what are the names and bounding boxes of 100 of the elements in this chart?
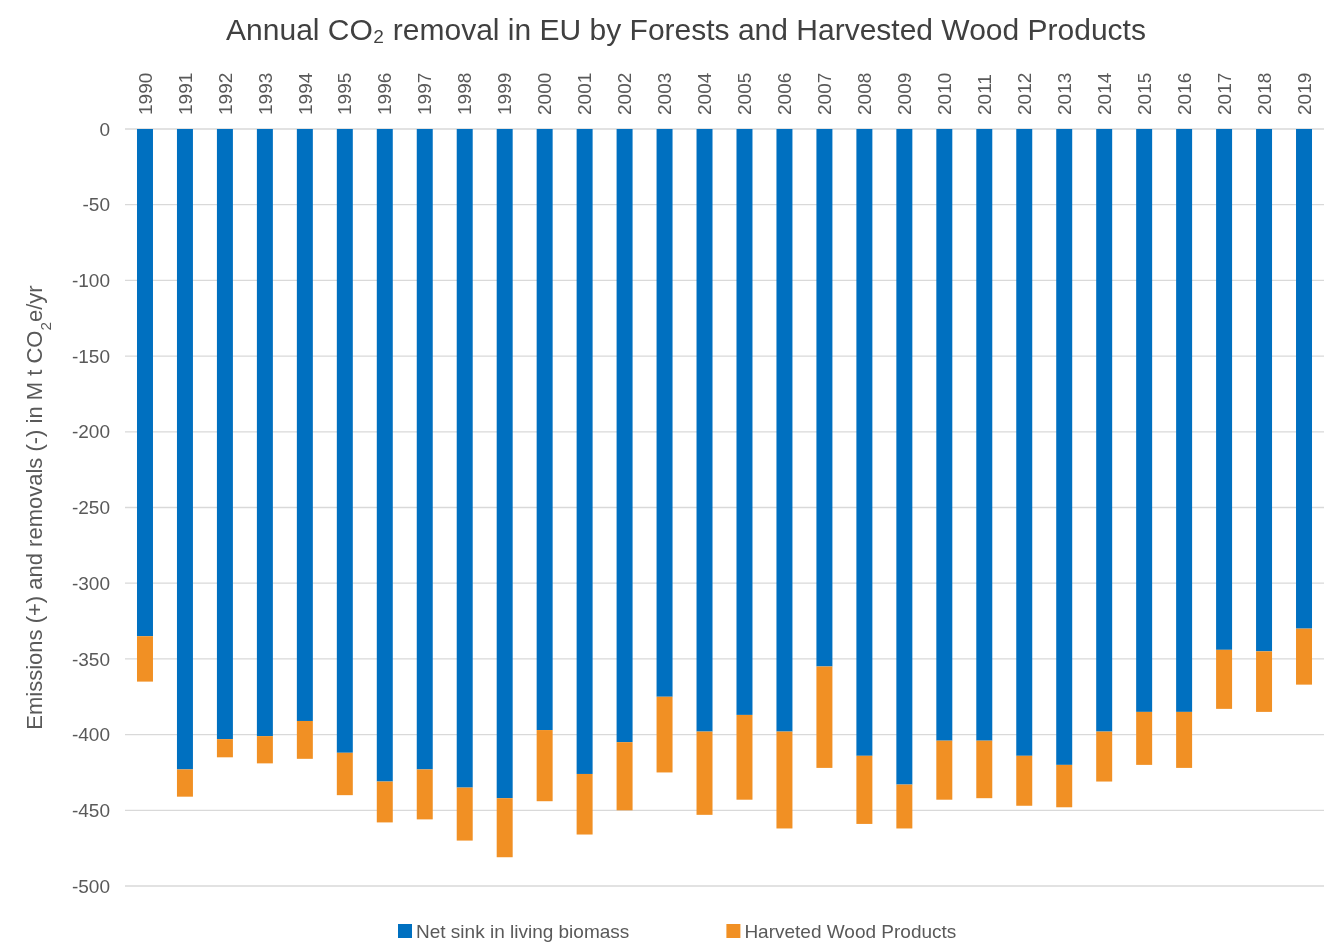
bar	[1056, 129, 1073, 765]
bar	[456, 129, 473, 788]
bar	[736, 714, 753, 800]
bar	[896, 784, 913, 829]
bar	[536, 730, 553, 802]
bar	[976, 129, 993, 741]
bar	[256, 129, 273, 737]
bar	[616, 129, 633, 743]
y-tick-label: -350	[71, 648, 110, 670]
bar	[456, 787, 473, 841]
bar	[1096, 129, 1113, 732]
x-tick-label: 2009	[894, 72, 915, 115]
legend-label: Harveted Wood Products	[744, 920, 957, 942]
x-tick-label: 2003	[654, 72, 676, 115]
bar	[1056, 764, 1073, 808]
bar	[696, 731, 713, 815]
bar	[416, 769, 433, 820]
x-tick-label: 1992	[214, 72, 236, 115]
x-tick-label: 2001	[574, 72, 596, 115]
bar	[816, 666, 833, 768]
x-tick-label: 2006	[774, 72, 796, 115]
bar	[856, 129, 873, 756]
bar	[1216, 129, 1233, 650]
chart-title: Annual CO₂ removal in EU by Forests and Harvested Wood Products	[226, 13, 1146, 46]
x-tick-label: 2012	[1013, 72, 1035, 115]
x-tick-label: 2011	[973, 74, 995, 115]
x-tick-label: 1997	[414, 72, 436, 115]
x-tick-label: 1995	[334, 72, 356, 115]
y-tick-label: -50	[82, 194, 110, 216]
bar	[176, 769, 193, 797]
bar	[776, 731, 793, 829]
bar	[736, 129, 753, 715]
bar	[656, 696, 673, 773]
x-tick-label: 1996	[374, 72, 396, 115]
y-tick-label: -450	[71, 799, 110, 821]
bar	[776, 129, 793, 732]
bar	[1016, 755, 1033, 806]
bar	[216, 739, 233, 758]
x-tick-label: 2013	[1053, 72, 1075, 115]
bar	[616, 742, 633, 811]
bar	[1296, 628, 1313, 685]
y-tick-label: -250	[71, 497, 110, 519]
bar	[1096, 731, 1113, 782]
bar	[856, 755, 873, 824]
x-tick-label: 1999	[494, 72, 516, 115]
bar	[576, 773, 593, 835]
x-tick-label: 1993	[254, 72, 276, 115]
bar	[1176, 711, 1193, 768]
y-tick-label: -200	[71, 421, 110, 443]
y-tick-label: -150	[71, 345, 110, 367]
bar	[376, 129, 393, 782]
bar	[296, 129, 313, 721]
bar	[296, 720, 313, 759]
y-tick-label: -100	[71, 270, 110, 292]
bar	[1136, 129, 1153, 712]
x-tick-label: 2007	[814, 72, 836, 115]
bar	[1136, 711, 1153, 765]
bar	[376, 781, 393, 823]
bar	[216, 129, 233, 740]
x-tick-label: 2004	[694, 72, 716, 115]
bar	[1296, 129, 1313, 629]
x-tick-label: 1991	[174, 72, 196, 115]
x-tick-label: 2014	[1093, 72, 1115, 115]
bar	[336, 752, 353, 796]
bar	[656, 129, 673, 697]
bar	[576, 129, 593, 774]
bar	[416, 129, 433, 770]
bar	[336, 129, 353, 753]
x-tick-label: 1990	[134, 72, 156, 115]
x-tick-label: 2010	[933, 72, 955, 115]
y-tick-label: -300	[71, 572, 110, 594]
bar	[176, 129, 193, 770]
x-tick-label: 2019	[1293, 72, 1315, 115]
y-tick-label: -400	[71, 724, 110, 746]
bar	[496, 129, 513, 799]
bar	[136, 636, 153, 682]
legend-label: Net sink in living biomass	[416, 920, 630, 942]
bar	[816, 129, 833, 667]
x-tick-label: 1998	[454, 72, 476, 115]
bar	[496, 798, 513, 858]
bar	[896, 129, 913, 785]
x-tick-label: 2016	[1173, 72, 1195, 115]
bar	[1176, 129, 1193, 712]
y-tick-label: 0	[99, 118, 110, 140]
x-tick-label: 2002	[614, 72, 636, 115]
bar	[696, 129, 713, 732]
bar	[936, 740, 953, 800]
y-tick-label: -500	[71, 875, 110, 897]
x-tick-label: 2000	[534, 72, 556, 115]
bar	[1216, 649, 1233, 709]
x-tick-label: 2008	[854, 72, 876, 115]
bar	[976, 740, 993, 799]
bar	[136, 129, 153, 637]
bar	[1016, 129, 1033, 756]
bar	[536, 129, 553, 731]
bar	[256, 736, 273, 764]
bar	[1256, 129, 1273, 652]
x-tick-label: 2017	[1213, 72, 1235, 115]
x-tick-label: 2018	[1253, 72, 1275, 115]
x-tick-label: 2015	[1133, 72, 1155, 115]
